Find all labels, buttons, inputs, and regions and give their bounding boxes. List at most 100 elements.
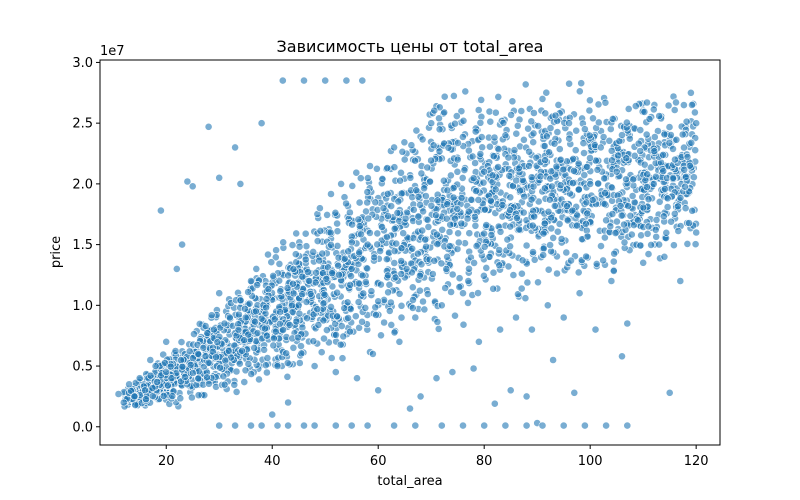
scatter-point [594, 100, 603, 109]
scatter-point [409, 205, 418, 214]
scatter-point [605, 136, 614, 145]
scatter-point [461, 87, 470, 96]
scatter-point [452, 112, 461, 120]
scatter-point [373, 229, 382, 238]
scatter-point [536, 172, 545, 181]
scatter-point [156, 206, 165, 215]
scatter-point [387, 320, 396, 329]
scatter-point [162, 337, 171, 346]
scatter-point [310, 362, 319, 370]
scatter-point [663, 203, 672, 211]
scatter-point [342, 76, 351, 85]
scatter-point [569, 179, 577, 187]
scatter-point [565, 79, 573, 88]
scatter-point [364, 214, 373, 223]
scatter-point [442, 214, 451, 223]
scatter-point [153, 378, 162, 386]
scatter-point [204, 358, 213, 367]
scatter-point [399, 229, 408, 238]
scatter-point [457, 107, 466, 116]
scatter-point [494, 163, 502, 171]
scatter-point [501, 421, 510, 430]
scatter-point [224, 347, 233, 355]
scatter-point [433, 317, 442, 326]
y-tick-label: 1.0 [72, 299, 93, 314]
scatter-point [363, 264, 372, 273]
scatter-point [433, 240, 442, 248]
scatter-point [430, 256, 439, 265]
scatter-point [692, 119, 701, 128]
scatter-point [667, 217, 675, 226]
scatter-point [662, 228, 671, 237]
scatter-point [319, 299, 328, 308]
scatter-point [612, 167, 621, 176]
scatter-point [390, 163, 399, 172]
scatter-point [178, 240, 186, 249]
scatter-point [262, 303, 270, 312]
scatter-point [682, 117, 691, 126]
scatter-point [262, 368, 271, 377]
scatter-point [201, 322, 210, 330]
scatter-point [327, 302, 335, 311]
scatter-point [600, 174, 609, 183]
scatter-point [485, 142, 494, 151]
scatter-point [146, 371, 155, 380]
scatter-point [346, 305, 355, 313]
scatter-point [562, 248, 571, 257]
scatter-point [528, 221, 537, 230]
scatter-point [676, 193, 685, 202]
scatter-point [491, 185, 500, 194]
scatter-point [565, 134, 574, 143]
scatter-point [162, 368, 170, 376]
scatter-point [649, 179, 658, 188]
scatter-point [339, 332, 348, 341]
y-tick-label: 2.5 [72, 117, 93, 132]
scatter-point [209, 325, 218, 334]
scatter-point [221, 356, 230, 365]
scatter-point [443, 252, 451, 261]
scatter-point [241, 313, 250, 322]
scatter-point [262, 331, 271, 340]
scatter-point [283, 359, 292, 367]
scatter-point [251, 307, 260, 316]
scatter-point [216, 363, 224, 372]
scatter-point [320, 290, 329, 299]
scatter-point [225, 313, 234, 322]
scatter-point [332, 330, 340, 339]
scatter-point [541, 184, 549, 193]
scatter-point [378, 223, 386, 231]
scatter-point [663, 194, 672, 203]
scatter-point [643, 183, 651, 191]
scatter-point [583, 232, 592, 241]
scatter-point [347, 238, 356, 247]
scatter-point [594, 179, 603, 188]
scatter-point [480, 421, 489, 430]
scatter-point [358, 271, 367, 280]
scatter-point [297, 342, 305, 350]
scatter-point [386, 298, 395, 307]
scatter-point [331, 368, 340, 376]
scatter-point [670, 106, 679, 114]
scatter-point [643, 170, 652, 179]
scatter-point [390, 143, 398, 152]
scatter-point [400, 155, 409, 164]
scatter-point [322, 326, 331, 334]
scatter-point [454, 138, 462, 147]
scatter-point [288, 307, 297, 316]
scatter-point [573, 211, 581, 220]
scatter-point [130, 392, 139, 401]
scatter-point [465, 229, 474, 238]
scatter-point [294, 333, 302, 342]
scatter-point [215, 289, 224, 298]
scatter-point [384, 288, 392, 297]
scatter-point [599, 256, 607, 265]
scatter-point [636, 241, 645, 250]
scatter-point [333, 219, 341, 228]
scatter-point [573, 221, 581, 230]
scatter-point [442, 265, 451, 273]
scatter-point [427, 156, 435, 165]
scatter-point [231, 421, 239, 430]
y-tick-label: 0.5 [72, 360, 93, 375]
scatter-point [292, 229, 301, 238]
scatter-point [582, 219, 590, 228]
